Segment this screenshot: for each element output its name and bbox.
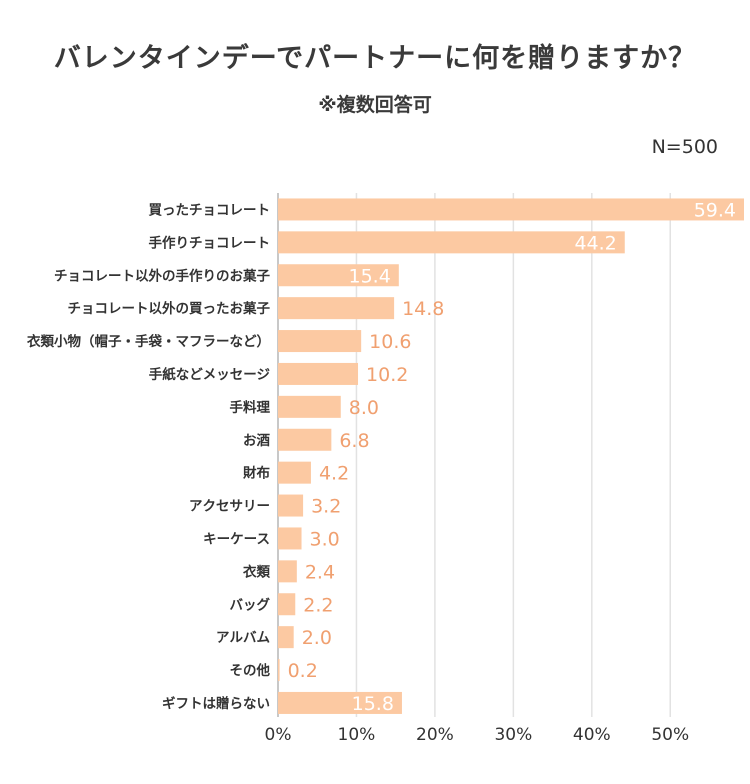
category-label: 財布	[242, 465, 270, 482]
data-label: 44.2	[574, 232, 616, 254]
category-label: チョコレート以外の買ったお菓子	[68, 300, 271, 317]
bar	[278, 264, 399, 287]
bar	[278, 494, 304, 517]
x-tick-label: 40%	[573, 725, 611, 745]
data-label: 10.2	[366, 364, 408, 386]
category-label: 買ったチョコレート	[149, 202, 271, 218]
data-label: 0.2	[288, 660, 318, 682]
bar	[278, 560, 297, 583]
category-label: バッグ	[230, 596, 271, 613]
category-label: チョコレート以外の手作りのお菓子	[54, 267, 270, 284]
data-label: 15.4	[349, 265, 391, 287]
bar	[278, 297, 395, 320]
category-label: その他	[230, 662, 271, 679]
bar	[278, 626, 294, 649]
x-tick-label: 20%	[416, 725, 454, 745]
category-label: アクセサリー	[189, 499, 270, 515]
chart-title: バレンタインデーでパートナーに何を贈りますか？	[53, 43, 697, 74]
category-label: 手料理	[230, 399, 271, 416]
data-label: 3.2	[311, 496, 341, 518]
data-label: 6.8	[339, 430, 369, 452]
bar	[278, 231, 625, 254]
bar	[278, 659, 280, 682]
category-label: お酒	[243, 433, 270, 449]
bar	[278, 527, 302, 550]
x-tick-label: 10%	[338, 725, 376, 745]
data-label: 15.8	[352, 693, 394, 715]
x-tick-label: 0%	[265, 725, 292, 745]
category-label: 手作りチョコレート	[149, 234, 271, 251]
bar	[278, 330, 362, 353]
data-label: 4.2	[319, 463, 349, 485]
data-label: 8.0	[349, 397, 379, 419]
bar	[278, 198, 744, 221]
category-label: ギフトは贈らない	[162, 695, 270, 712]
data-label: 3.0	[310, 528, 340, 550]
category-label: 手紙などメッセージ	[149, 366, 271, 383]
sample-size-label: N=500	[651, 136, 718, 158]
data-label: 59.4	[694, 199, 736, 221]
category-label: アルバム	[216, 630, 270, 646]
data-label: 2.2	[303, 594, 333, 616]
category-label: 衣類	[243, 563, 270, 580]
bar	[278, 395, 341, 418]
data-label: 10.6	[369, 331, 411, 353]
bar	[278, 593, 296, 616]
bar	[278, 461, 311, 484]
bar	[278, 428, 332, 451]
bar	[278, 362, 359, 385]
bar	[278, 691, 402, 714]
x-tick-label: 50%	[651, 725, 689, 745]
data-label: 2.4	[305, 561, 335, 583]
category-label: 衣類小物（帽子・手袋・マフラーなど）	[27, 333, 270, 350]
x-tick-label: 30%	[494, 725, 532, 745]
data-label: 14.8	[402, 298, 444, 320]
category-label: キーケース	[203, 531, 270, 547]
data-label: 2.0	[302, 627, 332, 649]
chart-subtitle: ※複数回答可	[318, 94, 432, 116]
